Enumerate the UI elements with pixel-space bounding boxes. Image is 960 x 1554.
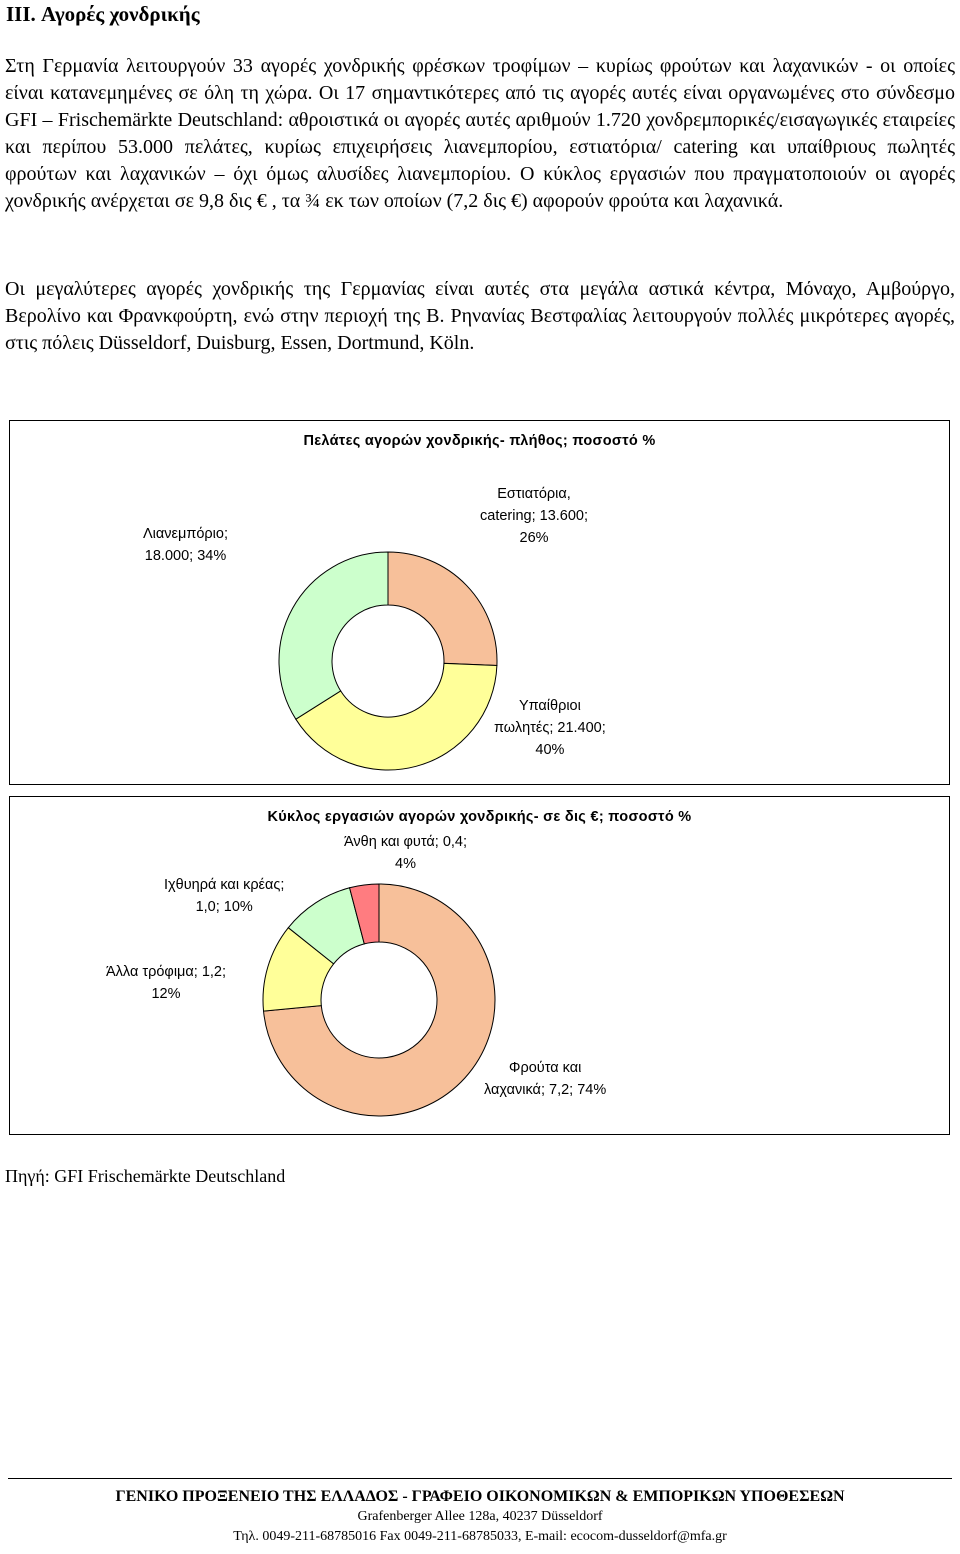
customers-donut-chart: Πελάτες αγορών χονδρικής- πλήθος; ποσοστ…	[9, 420, 950, 785]
turnover-slice-4	[348, 883, 380, 945]
slice-label-other-food: Άλλα τρόφιμα; 1,2; 12%	[106, 964, 227, 1002]
footer-divider	[8, 1478, 952, 1479]
customers-donut-svg	[278, 551, 498, 771]
paragraph-largest-markets: Οι μεγαλύτερες αγορές χονδρικής της Γερμ…	[5, 278, 955, 354]
turnover-donut-svg	[262, 883, 496, 1117]
chart-title: Κύκλος εργασιών αγορών χονδρικής- σε δις…	[267, 809, 692, 825]
turnover-donut-chart: Κύκλος εργασιών αγορών χονδρικής- σε δις…	[9, 796, 950, 1135]
slice-label-fruit-vegetables: Φρούτα και λαχανικά; 7,2; 74%	[484, 1060, 607, 1098]
footer-address: Grafenberger Allee 128a, 40237 Düsseldor…	[357, 1509, 603, 1524]
footer-contact: Τηλ. 0049-211-68785016 Fax 0049-211-6878…	[233, 1529, 727, 1544]
slice-label-fish-meat: Ιχθυηρά και κρέας; 1,0; 10%	[164, 877, 285, 915]
source-note: Πηγή: GFI Frischemärkte Deutschland	[5, 1166, 286, 1186]
customers-slice-2	[295, 662, 498, 771]
customers-slice-1	[387, 551, 498, 667]
slice-label-street-vendors: Υπαίθριοι πωλητές; 21.400; 40%	[494, 698, 606, 758]
slice-label-flowers-plants: Άνθη και φυτά; 0,4; 4%	[344, 834, 468, 872]
customers-slice-3	[278, 551, 389, 720]
paragraph-wholesale-markets: Στη Γερμανία λειτουργούν 33 αγορές χονδρ…	[5, 55, 955, 212]
slice-label-retail: Λιανεμπόριο; 18.000; 34%	[143, 526, 228, 564]
chart-title: Πελάτες αγορών χονδρικής- πλήθος; ποσοστ…	[303, 433, 656, 449]
turnover-slice-1	[262, 883, 496, 1117]
footer-office-name: ΓΕΝΙΚΟ ΠΡΟΞΕΝΕΙΟ ΤΗΣ ΕΛΛΑΔΟΣ - ΓΡΑΦΕΙΟ Ο…	[115, 1488, 845, 1505]
slice-label-restaurants: Εστιατόρια, catering; 13.600; 26%	[480, 486, 589, 546]
section-heading: III. Αγορές χονδρικής	[6, 2, 200, 26]
